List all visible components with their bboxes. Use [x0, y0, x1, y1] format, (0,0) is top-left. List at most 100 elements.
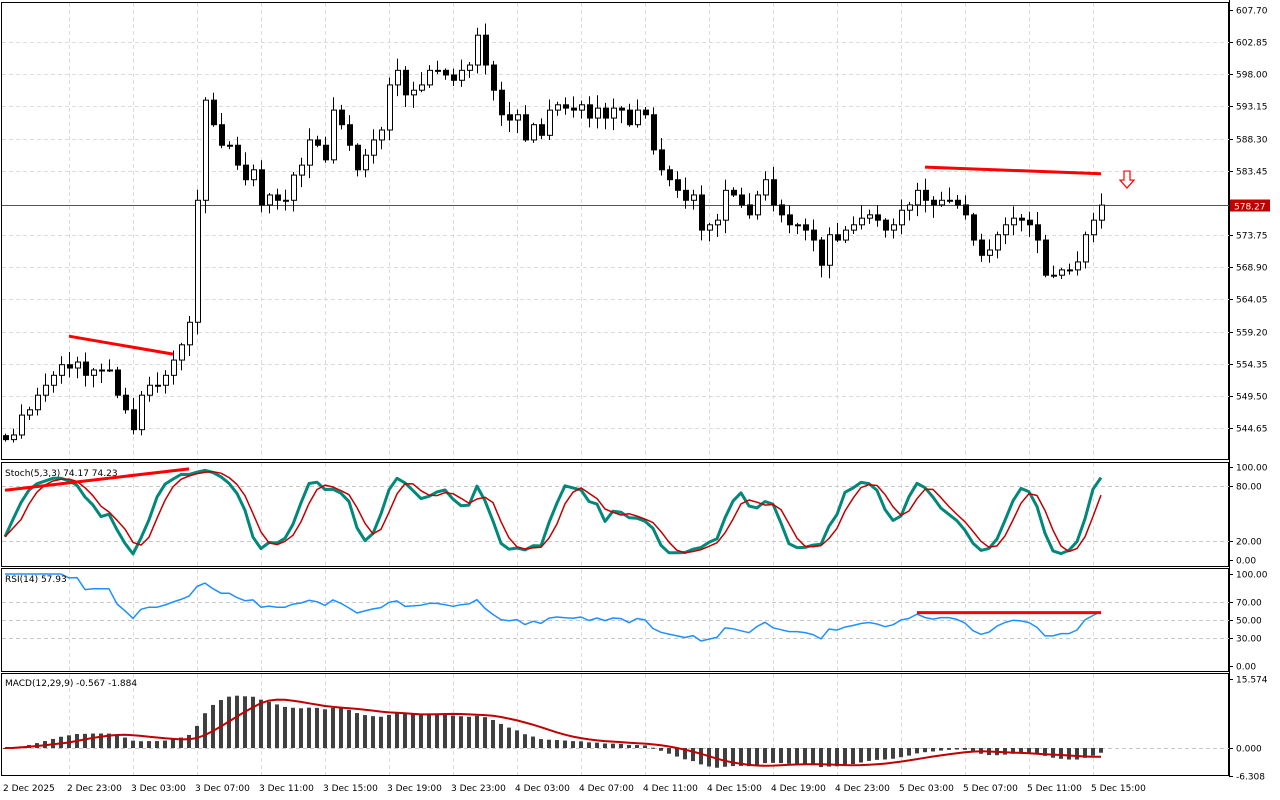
candle-bullish[interactable] — [171, 359, 177, 376]
candle-bullish[interactable] — [155, 384, 161, 387]
candle-bullish[interactable] — [43, 384, 49, 396]
candle-bullish[interactable] — [755, 194, 761, 216]
candle-bullish[interactable] — [139, 394, 145, 431]
candle-bullish[interactable] — [467, 64, 473, 71]
candle-bullish[interactable] — [899, 209, 905, 226]
candle-bearish[interactable] — [643, 109, 649, 116]
candle-bearish[interactable] — [523, 114, 529, 141]
candle-bearish[interactable] — [835, 234, 841, 241]
candle-bullish[interactable] — [851, 224, 857, 231]
candle-bearish[interactable] — [259, 169, 265, 206]
candle-bullish[interactable] — [179, 344, 185, 361]
candle-bearish[interactable] — [747, 204, 753, 216]
candle-bullish[interactable] — [27, 409, 33, 416]
candle-bullish[interactable] — [1011, 217, 1017, 226]
candle-bullish[interactable] — [1075, 261, 1081, 271]
candle-bullish[interactable] — [763, 179, 769, 196]
candle-bearish[interactable] — [667, 169, 673, 181]
candle-bullish[interactable] — [915, 189, 921, 206]
candle-bearish[interactable] — [651, 114, 657, 151]
candle-bearish[interactable] — [235, 144, 241, 166]
candle-bullish[interactable] — [59, 364, 65, 376]
candle-bullish[interactable] — [947, 199, 953, 202]
candle-bullish[interactable] — [395, 69, 401, 86]
candle-bearish[interactable] — [875, 214, 881, 221]
candle-bullish[interactable] — [939, 199, 945, 206]
candle-bearish[interactable] — [659, 149, 665, 171]
candle-bullish[interactable] — [51, 374, 57, 386]
candle-bearish[interactable] — [243, 164, 249, 181]
candle-bearish[interactable] — [739, 194, 745, 206]
candle-bearish[interactable] — [355, 144, 361, 171]
candle-bearish[interactable] — [83, 361, 89, 376]
candle-bullish[interactable] — [91, 369, 97, 376]
candle-bearish[interactable] — [3, 435, 9, 441]
candle-bearish[interactable] — [1019, 217, 1025, 221]
candle-bullish[interactable] — [1067, 269, 1073, 272]
trendline-price-lower[interactable] — [68, 334, 174, 356]
candle-bullish[interactable] — [1099, 204, 1105, 221]
candle-bearish[interactable] — [971, 214, 977, 241]
candle-bullish[interactable] — [1059, 269, 1065, 276]
candle-bullish[interactable] — [283, 199, 289, 202]
candle-bearish[interactable] — [683, 189, 689, 201]
candle-bullish[interactable] — [427, 69, 433, 86]
candle-bearish[interactable] — [979, 239, 985, 256]
candle-bullish[interactable] — [547, 109, 553, 136]
candle-bullish[interactable] — [19, 414, 25, 436]
candle-bearish[interactable] — [539, 124, 545, 136]
candle-bullish[interactable] — [1091, 219, 1097, 236]
candle-bearish[interactable] — [507, 114, 513, 121]
candle-bullish[interactable] — [195, 199, 201, 323]
candle-bullish[interactable] — [75, 361, 81, 369]
candle-bullish[interactable] — [11, 434, 17, 441]
candle-bearish[interactable] — [1035, 224, 1041, 241]
candle-bullish[interactable] — [827, 234, 833, 266]
candle-bearish[interactable] — [339, 109, 345, 126]
candle-bullish[interactable] — [723, 189, 729, 221]
candle-bearish[interactable] — [211, 99, 217, 126]
candle-bullish[interactable] — [891, 224, 897, 231]
candle-bearish[interactable] — [787, 214, 793, 226]
candle-bearish[interactable] — [803, 224, 809, 231]
candle-bearish[interactable] — [491, 64, 497, 91]
candle-bearish[interactable] — [131, 409, 137, 431]
candle-bearish[interactable] — [219, 124, 225, 146]
candle-bullish[interactable] — [459, 69, 465, 81]
candle-bullish[interactable] — [251, 169, 257, 181]
candle-bearish[interactable] — [675, 179, 681, 191]
candle-bearish[interactable] — [923, 189, 929, 201]
candle-bearish[interactable] — [931, 199, 937, 206]
candle-bearish[interactable] — [699, 194, 705, 231]
candle-bullish[interactable] — [419, 84, 425, 91]
candle-bearish[interactable] — [451, 74, 457, 81]
candle-bearish[interactable] — [67, 364, 73, 369]
candle-bullish[interactable] — [371, 139, 377, 156]
candle-bullish[interactable] — [99, 369, 105, 372]
candle-bullish[interactable] — [1003, 224, 1009, 236]
candle-bearish[interactable] — [779, 204, 785, 216]
candle-bullish[interactable] — [307, 139, 313, 166]
candle-bullish[interactable] — [267, 194, 273, 206]
candle-bullish[interactable] — [291, 174, 297, 201]
candle-bullish[interactable] — [795, 224, 801, 227]
candle-bullish[interactable] — [1083, 234, 1089, 263]
candle-bearish[interactable] — [1043, 239, 1049, 276]
trendline-stochastic[interactable] — [4, 467, 190, 492]
candle-bullish[interactable] — [707, 224, 713, 231]
candle-bearish[interactable] — [123, 394, 129, 411]
candle-bullish[interactable] — [635, 109, 641, 126]
candle-bullish[interactable] — [107, 369, 113, 372]
candle-bearish[interactable] — [483, 34, 489, 66]
candle-bearish[interactable] — [115, 369, 121, 396]
candle-bullish[interactable] — [331, 109, 337, 161]
candle-bullish[interactable] — [715, 219, 721, 226]
candle-bullish[interactable] — [859, 217, 865, 226]
candle-bullish[interactable] — [531, 124, 537, 141]
candle-bullish[interactable] — [163, 374, 169, 386]
candle-bullish[interactable] — [555, 104, 561, 111]
candle-bearish[interactable] — [499, 89, 505, 116]
candle-bearish[interactable] — [403, 69, 409, 96]
candle-bullish[interactable] — [691, 194, 697, 201]
candle-bullish[interactable] — [147, 384, 153, 396]
